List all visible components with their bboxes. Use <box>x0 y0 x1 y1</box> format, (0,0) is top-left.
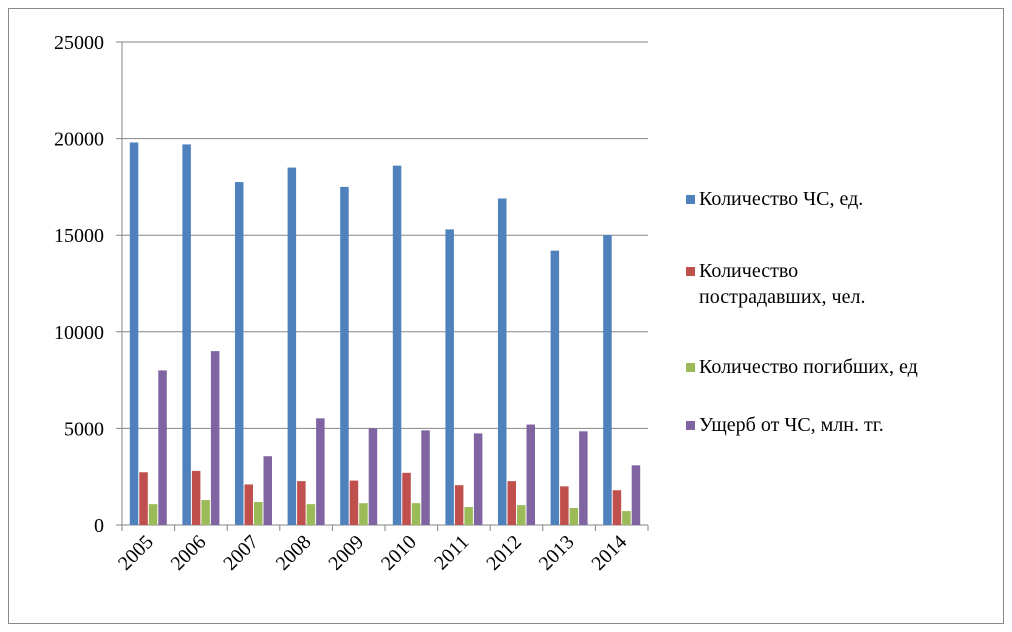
bar <box>464 507 473 525</box>
y-tick-label: 20000 <box>54 129 104 151</box>
legend-item: Количество погибших, ед <box>686 354 1006 380</box>
x-tick-label: 2010 <box>377 531 421 575</box>
bar <box>445 229 454 526</box>
bar <box>244 484 253 525</box>
x-tick-label: 2008 <box>272 531 316 575</box>
bar <box>560 486 569 525</box>
bar <box>473 433 483 525</box>
bar <box>454 485 464 525</box>
bar <box>254 502 263 525</box>
x-tick-label: 2006 <box>167 531 211 575</box>
bar <box>411 503 421 525</box>
legend-label: Количество ЧС, ед. <box>699 188 864 210</box>
bar <box>603 235 612 525</box>
bar <box>182 144 191 525</box>
bar <box>139 472 148 525</box>
bar <box>235 182 244 525</box>
legend-label: Количество погибших, ед <box>699 356 918 378</box>
x-tick-label: 2009 <box>324 531 368 575</box>
bar <box>263 456 272 525</box>
bar <box>498 198 507 525</box>
bar <box>316 418 325 525</box>
bar <box>287 167 297 525</box>
bar <box>392 165 402 525</box>
y-tick-label: 10000 <box>54 322 104 344</box>
legend-item: Количество ЧС, ед. <box>686 186 1006 212</box>
y-tick-label: 15000 <box>54 225 104 247</box>
bar <box>550 250 560 525</box>
bar <box>421 430 430 525</box>
x-tick-label: 2013 <box>535 531 579 575</box>
legend-label: Количество пострадавших, чел. <box>699 260 866 308</box>
x-tick-label: 2007 <box>219 531 263 575</box>
legend-item: Ущерб от ЧС, млн. тг. <box>686 412 1006 438</box>
bar <box>349 480 359 525</box>
bar <box>517 505 526 525</box>
x-tick-label: 2005 <box>114 531 158 575</box>
y-tick-label: 0 <box>94 515 104 537</box>
bar <box>526 424 535 525</box>
legend-item: Количество пострадавших, чел. <box>686 258 1006 310</box>
bar <box>158 370 167 525</box>
bar <box>210 351 220 525</box>
legend-swatch <box>686 195 695 204</box>
bar <box>359 503 368 525</box>
y-tick-label: 5000 <box>64 418 104 440</box>
bar <box>148 504 158 525</box>
bar <box>579 431 588 525</box>
bar <box>201 500 210 525</box>
chart-border <box>8 8 1004 624</box>
legend-swatch <box>686 421 695 430</box>
bar <box>368 428 378 525</box>
legend-swatch <box>686 363 695 372</box>
bar <box>191 470 201 525</box>
legend-swatch <box>686 267 695 276</box>
bar <box>306 504 316 525</box>
x-tick-label: 2014 <box>587 531 631 575</box>
x-tick-label: 2011 <box>430 531 473 574</box>
bar <box>340 186 349 525</box>
bar <box>622 511 631 525</box>
bar <box>507 481 516 525</box>
legend-label: Ущерб от ЧС, млн. тг. <box>699 414 884 436</box>
bar <box>569 507 579 525</box>
bar <box>402 472 411 525</box>
bar <box>297 481 306 525</box>
x-tick-label: 2012 <box>482 531 526 575</box>
bar <box>631 465 641 525</box>
bar <box>612 490 622 525</box>
y-tick-label: 25000 <box>54 32 104 54</box>
bar <box>129 142 139 526</box>
